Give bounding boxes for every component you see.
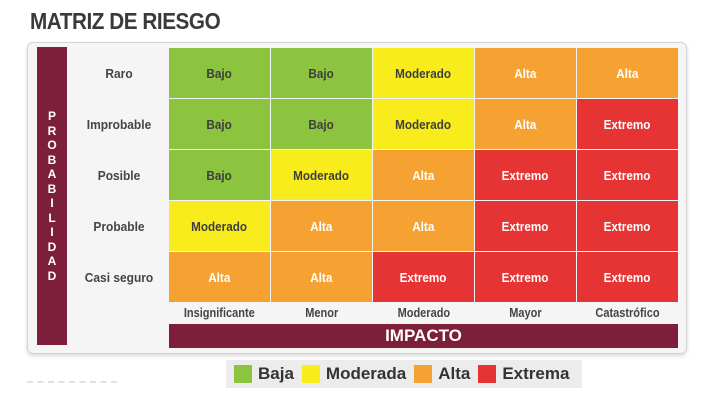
legend-label: Baja — [258, 364, 294, 383]
matrix-cell: Bajo — [169, 48, 270, 98]
matrix-cell: Alta — [577, 48, 678, 98]
column-label-3: Mayor — [475, 302, 576, 324]
cell-text: Alta — [514, 116, 537, 132]
row-label-3: Probable — [93, 218, 145, 234]
matrix-cell: Bajo — [169, 150, 270, 200]
row-label-4: Casi seguro — [84, 269, 154, 285]
matrix-cell: Moderado — [373, 48, 474, 98]
cell-text: Extremo — [400, 269, 447, 285]
legend-swatch — [478, 365, 497, 383]
probability-letter: A — [47, 254, 57, 268]
matrix-cell: Extremo — [475, 201, 576, 251]
matrix-cell: Extremo — [577, 252, 678, 302]
row-label-0: Raro — [105, 65, 133, 81]
column-label-text: Moderado — [397, 306, 450, 320]
impact-axis-label: IMPACTO — [169, 324, 678, 348]
cell-text: Moderado — [395, 65, 452, 81]
probability-letter: D — [47, 239, 57, 254]
matrix-cell: Alta — [373, 201, 474, 251]
cell-text: Moderado — [395, 116, 452, 132]
cell-text: Extremo — [502, 218, 549, 234]
matrix-cell: Alta — [475, 99, 576, 149]
probability-letter: D — [47, 268, 57, 283]
legend-item: Moderada — [301, 364, 407, 384]
cell-text: Bajo — [206, 116, 233, 132]
cell-text: Alta — [616, 65, 639, 81]
legend-swatch — [234, 365, 252, 383]
matrix-cell: Alta — [271, 201, 372, 251]
cell-text: Extremo — [502, 167, 549, 183]
column-label-text: Insignificante — [184, 306, 255, 320]
cell-text: Extremo — [604, 116, 651, 132]
matrix-cell: Moderado — [169, 201, 270, 251]
probability-letter: A — [47, 167, 57, 181]
column-label-text: Mayor — [509, 306, 542, 320]
matrix-cell: Alta — [373, 150, 474, 200]
cell-text: Alta — [310, 269, 333, 285]
matrix-cell: Moderado — [373, 99, 474, 149]
cell-text: Moderado — [293, 167, 350, 183]
probability-letter: P — [47, 109, 56, 123]
legend-item: Baja — [234, 364, 294, 384]
cell-text: Extremo — [502, 269, 549, 285]
row-label-1: Improbable — [86, 116, 152, 132]
probability-letter: I — [50, 196, 54, 210]
column-label-2: Moderado — [373, 302, 474, 324]
matrix-cell: Alta — [475, 48, 576, 98]
cell-text: Moderado — [191, 218, 248, 234]
matrix-cell: Extremo — [577, 99, 678, 149]
matrix-cell: Extremo — [577, 201, 678, 251]
legend-label: Moderada — [325, 364, 407, 383]
cell-text: Bajo — [308, 116, 335, 132]
row-label-2: Posible — [97, 167, 141, 183]
matrix-cell: Alta — [169, 252, 270, 302]
cell-text: Bajo — [308, 65, 335, 81]
cell-text: Alta — [310, 218, 333, 234]
cell-text: Extremo — [604, 269, 651, 285]
matrix-cell: Bajo — [169, 99, 270, 149]
column-label-1: Menor — [271, 302, 372, 324]
cell-text: Alta — [514, 65, 537, 81]
matrix-cell: Extremo — [577, 150, 678, 200]
cell-text: Alta — [208, 269, 231, 285]
cell-text: Extremo — [604, 218, 651, 234]
matrix-cell: Moderado — [271, 150, 372, 200]
legend-item: Extrema — [478, 364, 569, 384]
cell-text: Alta — [412, 218, 435, 234]
matrix-cell: Extremo — [373, 252, 474, 302]
cell-text: Bajo — [206, 167, 233, 183]
matrix-cell: Extremo — [475, 150, 576, 200]
column-label-0: Insignificante — [169, 302, 270, 324]
column-label-text: Catastrófico — [595, 306, 660, 320]
page-title: MATRIZ DE RIESGO — [30, 8, 221, 34]
matrix-cell: Extremo — [475, 252, 576, 302]
legend-swatch — [414, 365, 433, 383]
probability-letter: I — [50, 225, 54, 239]
column-label-text: Menor — [305, 306, 338, 320]
cell-text: Alta — [412, 167, 435, 183]
legend-swatch — [301, 365, 320, 383]
matrix-cell: Alta — [271, 252, 372, 302]
matrix-cell: Bajo — [271, 99, 372, 149]
probability-letter: B — [47, 181, 57, 196]
probability-letter: L — [48, 210, 56, 225]
probability-letter: R — [47, 123, 57, 138]
legend-label: Alta — [438, 364, 471, 383]
cell-text: Bajo — [206, 65, 233, 81]
cell-text: Extremo — [604, 167, 651, 183]
legend: Baja Moderada Alta Extrema — [226, 360, 582, 388]
probability-letter: B — [47, 152, 57, 167]
column-label-4: Catastrófico — [577, 302, 678, 324]
matrix-cell: Bajo — [271, 48, 372, 98]
legend-item: Alta — [414, 364, 470, 384]
probability-letter: O — [47, 138, 57, 152]
legend-label: Extrema — [502, 364, 570, 383]
divider — [27, 381, 117, 385]
